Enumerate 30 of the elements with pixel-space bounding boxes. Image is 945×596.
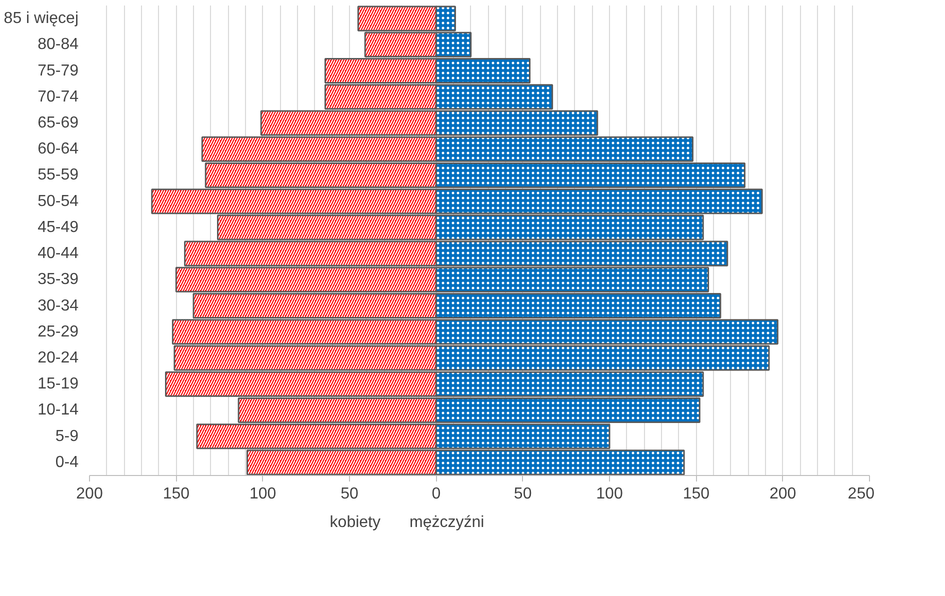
x-tick-label: 100 [596, 486, 623, 502]
y-tick-label: 0-4 [55, 454, 79, 471]
y-tick-label: 70-74 [38, 88, 79, 106]
x-tick-label: 200 [76, 486, 103, 502]
y-tick-label: 75-79 [38, 62, 79, 80]
y-tick-label: 60-64 [38, 140, 79, 158]
y-tick-label: 20-24 [38, 350, 79, 366]
y-tick-label: 45-49 [38, 218, 79, 236]
x-tick-label: 250 [848, 486, 875, 502]
x-tick-label: 200 [769, 486, 796, 502]
x-tick-label: 150 [682, 486, 710, 502]
text: mężczyźni [410, 514, 484, 532]
y-tick-label: 25-29 [38, 323, 79, 340]
y-tick-label: 15-19 [38, 376, 79, 393]
y-tick-label: 55-59 [38, 166, 79, 184]
x-tick-label: 50 [340, 486, 358, 502]
y-tick-label: 5-9 [55, 428, 79, 445]
y-tick-label: 85 i więcej [4, 10, 78, 28]
y-tick-label: 40-44 [38, 245, 79, 262]
y-tick-label: 65-69 [38, 114, 79, 132]
y-tick-label: 50-54 [38, 192, 79, 210]
x-tick-label: 0 [432, 486, 441, 502]
text: kobiety [330, 514, 381, 532]
x-tick-label: 150 [162, 486, 190, 502]
y-tick-label: 10-14 [38, 402, 79, 419]
y-tick-label: 30-34 [38, 297, 79, 314]
x-tick-label: 50 [514, 486, 532, 502]
x-tick-label: 100 [249, 486, 276, 502]
y-tick-label: 80-84 [38, 36, 79, 54]
y-tick-label: 35-39 [38, 271, 79, 288]
